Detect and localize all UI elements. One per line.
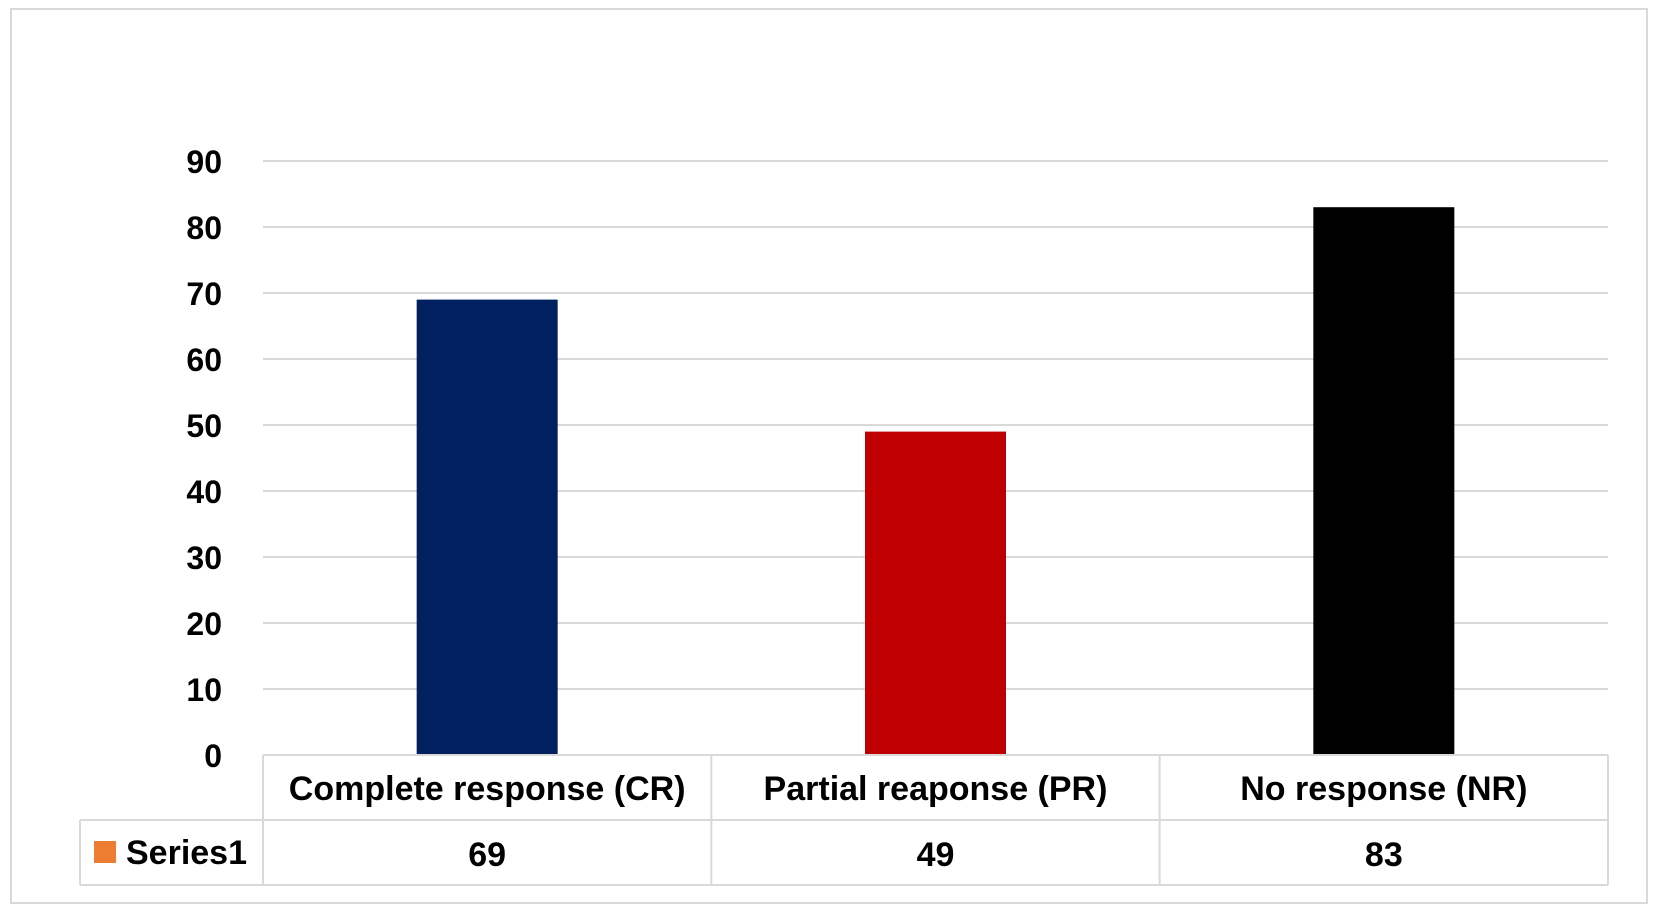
y-tick-label: 80 <box>186 210 222 246</box>
data-value-label: 69 <box>468 836 506 874</box>
data-value-label: 49 <box>917 836 955 874</box>
data-value-label: 83 <box>1365 836 1403 874</box>
y-tick-label: 0 <box>204 738 222 774</box>
y-tick-label: 70 <box>186 276 222 312</box>
bar-1 <box>416 299 558 755</box>
bars <box>416 207 1455 755</box>
y-tick-label: 60 <box>186 342 222 378</box>
bar-2 <box>865 431 1006 755</box>
y-tick-label: 20 <box>186 606 222 642</box>
y-tick-label: 50 <box>186 408 222 444</box>
category-label: No response (NR) <box>1240 770 1527 808</box>
y-tick-label: 90 <box>186 144 222 180</box>
data-table: Complete response (CR) Partial reaponse (… <box>79 754 1609 886</box>
legend-key-series1 <box>94 841 116 863</box>
bar-3 <box>1313 207 1455 755</box>
y-tick-label: 40 <box>186 474 222 510</box>
legend-label-series1: Series1 <box>126 834 247 872</box>
category-label: Complete response (CR) <box>289 770 686 808</box>
y-tick-label: 30 <box>186 540 222 576</box>
category-label: Partial reaponse (PR) <box>764 770 1108 808</box>
y-axis-tick-labels: 0 10 20 30 40 50 60 70 80 90 <box>186 144 222 774</box>
y-tick-label: 10 <box>186 672 222 708</box>
